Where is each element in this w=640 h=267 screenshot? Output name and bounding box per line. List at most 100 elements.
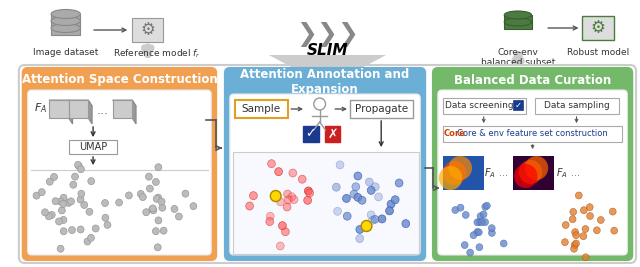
Polygon shape xyxy=(68,100,88,118)
Circle shape xyxy=(57,198,64,205)
FancyBboxPatch shape xyxy=(433,68,632,260)
Circle shape xyxy=(391,196,399,204)
FancyBboxPatch shape xyxy=(230,94,420,255)
Circle shape xyxy=(332,183,340,191)
Circle shape xyxy=(367,186,375,194)
Text: Core & env feature set construction: Core & env feature set construction xyxy=(457,129,608,139)
Circle shape xyxy=(60,217,67,223)
Circle shape xyxy=(68,198,74,205)
Circle shape xyxy=(149,205,156,212)
Circle shape xyxy=(336,161,344,169)
Circle shape xyxy=(289,169,297,177)
Text: Reference model $f_r$: Reference model $f_r$ xyxy=(113,48,200,61)
Circle shape xyxy=(371,183,379,191)
Circle shape xyxy=(49,211,55,218)
Circle shape xyxy=(563,222,569,229)
Circle shape xyxy=(580,207,588,214)
Circle shape xyxy=(38,189,45,196)
Text: Robust model: Robust model xyxy=(567,48,629,57)
Circle shape xyxy=(342,194,350,202)
Circle shape xyxy=(525,156,548,180)
Text: SLIM: SLIM xyxy=(307,43,348,58)
Circle shape xyxy=(51,174,58,180)
Circle shape xyxy=(78,190,84,197)
Text: ❯❯❯: ❯❯❯ xyxy=(296,22,359,47)
Circle shape xyxy=(58,207,65,214)
Text: ...: ... xyxy=(571,168,580,178)
Text: Attention Annotation and
Expansion: Attention Annotation and Expansion xyxy=(241,68,410,96)
Circle shape xyxy=(282,228,289,236)
Circle shape xyxy=(147,185,154,192)
Circle shape xyxy=(270,190,281,202)
Text: Image dataset: Image dataset xyxy=(33,48,99,57)
Circle shape xyxy=(580,233,587,240)
Circle shape xyxy=(314,98,326,110)
Circle shape xyxy=(474,219,481,226)
Circle shape xyxy=(60,228,67,235)
Bar xyxy=(504,22,532,29)
Circle shape xyxy=(305,187,312,195)
Text: Core: Core xyxy=(444,129,465,139)
Polygon shape xyxy=(68,100,72,124)
Circle shape xyxy=(333,207,342,215)
Circle shape xyxy=(371,215,379,223)
Text: ⚙: ⚙ xyxy=(140,21,156,39)
Ellipse shape xyxy=(51,17,81,26)
Circle shape xyxy=(483,202,490,209)
Circle shape xyxy=(140,194,147,201)
Circle shape xyxy=(102,214,109,221)
Circle shape xyxy=(470,232,477,239)
Circle shape xyxy=(467,249,474,256)
Circle shape xyxy=(45,213,52,220)
Circle shape xyxy=(611,227,618,234)
Ellipse shape xyxy=(504,11,532,19)
Circle shape xyxy=(482,203,489,210)
Circle shape xyxy=(288,193,296,201)
Circle shape xyxy=(145,173,152,180)
Circle shape xyxy=(92,225,99,232)
Circle shape xyxy=(478,219,485,226)
Circle shape xyxy=(519,160,542,184)
Bar xyxy=(235,100,289,118)
Circle shape xyxy=(488,225,495,232)
Bar xyxy=(68,140,118,154)
Ellipse shape xyxy=(51,10,81,18)
Circle shape xyxy=(152,178,159,186)
Text: $F_A$: $F_A$ xyxy=(556,166,568,180)
Circle shape xyxy=(290,195,298,203)
Circle shape xyxy=(439,166,462,190)
Circle shape xyxy=(76,162,82,169)
Bar xyxy=(536,98,618,114)
Circle shape xyxy=(276,198,284,206)
Bar xyxy=(513,156,554,190)
Circle shape xyxy=(361,221,372,231)
Circle shape xyxy=(116,199,122,206)
Circle shape xyxy=(81,202,88,209)
Circle shape xyxy=(77,166,84,173)
Text: Data sampling: Data sampling xyxy=(543,101,609,111)
Circle shape xyxy=(452,206,459,214)
Circle shape xyxy=(152,228,159,235)
Circle shape xyxy=(571,245,577,252)
Text: UMAP: UMAP xyxy=(79,142,108,152)
Circle shape xyxy=(350,190,358,198)
Circle shape xyxy=(125,192,132,199)
Circle shape xyxy=(190,203,197,210)
Circle shape xyxy=(443,161,466,185)
Circle shape xyxy=(155,217,162,224)
Circle shape xyxy=(587,213,593,219)
Circle shape xyxy=(56,218,63,225)
Circle shape xyxy=(474,229,481,235)
Bar xyxy=(324,126,340,142)
Circle shape xyxy=(268,160,275,168)
Text: ✓: ✓ xyxy=(515,100,522,109)
Bar xyxy=(51,28,81,35)
Circle shape xyxy=(476,244,483,251)
Circle shape xyxy=(395,179,403,187)
Circle shape xyxy=(266,218,274,226)
Text: Attention Space Construction: Attention Space Construction xyxy=(22,73,218,87)
Circle shape xyxy=(597,217,604,223)
Circle shape xyxy=(158,198,165,205)
Circle shape xyxy=(86,208,93,215)
Circle shape xyxy=(573,240,579,247)
